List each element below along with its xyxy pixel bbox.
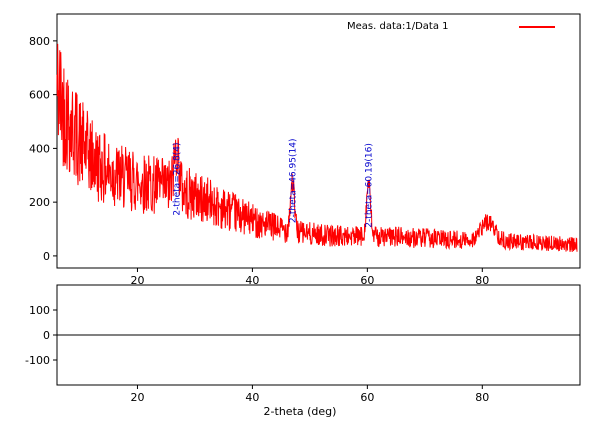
y-tick-label: -100 <box>25 354 50 367</box>
y-tick-label: 100 <box>29 304 50 317</box>
x-tick-label: 60 <box>360 274 374 287</box>
y-tick-label: 600 <box>29 89 50 102</box>
x-tick-label: 60 <box>360 391 374 404</box>
x-tick-label: 40 <box>245 391 259 404</box>
x-axis-label: 2-theta (deg) <box>263 405 337 418</box>
x-tick-label: 80 <box>475 391 489 404</box>
x-tick-label: 20 <box>130 274 144 287</box>
x-tick-label: 40 <box>245 274 259 287</box>
y-tick-label: 0 <box>43 329 50 342</box>
y-tick-label: 0 <box>43 250 50 263</box>
y-tick-label: 200 <box>29 196 50 209</box>
measured-trace <box>56 43 578 253</box>
peak-annotation: 2-theta=60.19(16) <box>364 143 374 228</box>
x-tick-label: 80 <box>475 274 489 287</box>
peak-annotation: 2-theta=46.95(14) <box>288 139 298 224</box>
legend-label: Meas. data:1/Data 1 <box>347 21 449 32</box>
peak-annotation: 2-theta=26.8(4) <box>173 142 183 215</box>
x-tick-label: 20 <box>130 391 144 404</box>
legend-line-sample <box>519 25 555 28</box>
plot-frame <box>56 13 581 269</box>
y-tick-label: 800 <box>29 35 50 48</box>
y-tick-label: 400 <box>29 142 50 155</box>
legend: Meas. data:1/Data 1 <box>347 21 580 32</box>
